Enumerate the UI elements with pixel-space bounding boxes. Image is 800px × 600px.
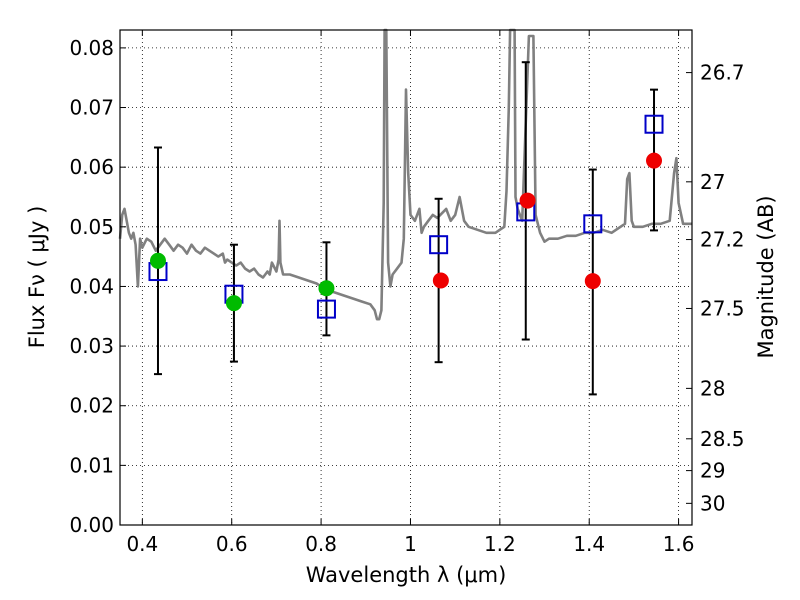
non-detection-point [584,273,601,290]
y-tick-label: 0.07 [69,96,114,120]
right-tick-label: 27.2 [700,228,745,252]
model-flux-square [429,235,449,255]
y-tick-label: 0.08 [69,36,114,60]
y-axis-title-right: Magnitude (AB) [754,195,778,358]
y-tick-label: 0.04 [69,274,114,298]
sed-curve-group [118,28,692,321]
right-tick-label: 27.5 [700,296,745,320]
right-tick-label: 29 [700,459,725,483]
detection-point [318,280,335,297]
observed-flux-group [149,152,663,312]
y-tick-label: 0.06 [69,155,114,179]
non-detection-point [646,152,663,169]
right-tick-label: 27 [700,170,725,194]
model-flux-square [583,214,603,234]
x-tick-label: 0.8 [305,532,337,556]
right-tick-label: 28.5 [700,427,745,451]
non-detection-point [519,192,536,209]
non-detection-point [432,272,449,289]
right-tick-label: 30 [700,491,725,515]
y-tick-label: 0.05 [69,215,114,239]
x-tick-label: 0.6 [216,532,248,556]
y-axis-title-left: Flux Fν ( μJy ) [25,206,49,349]
x-tick-label: 1.6 [663,532,695,556]
x-tick-label: 1 [404,532,417,556]
y-tick-label: 0.00 [69,513,114,537]
right-tick-label: 26.7 [700,61,745,85]
model-flux-square [316,299,336,319]
x-axis-title: Wavelength λ (μm) [306,563,507,587]
y-tick-label: 0.01 [69,453,114,477]
model-flux-square [644,114,664,134]
x-tick-label: 0.4 [126,532,158,556]
ticks [120,30,692,526]
right-tick-label: 28 [700,376,725,400]
plot-frame [119,29,693,526]
detection-point [225,295,242,312]
sed-curve [118,28,692,321]
y-tick-label: 0.02 [69,394,114,418]
x-tick-label: 1.2 [484,532,516,556]
detection-point [149,252,166,269]
y-tick-label: 0.03 [69,334,114,358]
tick-labels: 0.4 0.6 0.8 1 1.2 1.4 1.6 0.00 0.01 0.02 0.03 0.04 0… [69,36,744,556]
x-tick-label: 1.4 [573,532,605,556]
